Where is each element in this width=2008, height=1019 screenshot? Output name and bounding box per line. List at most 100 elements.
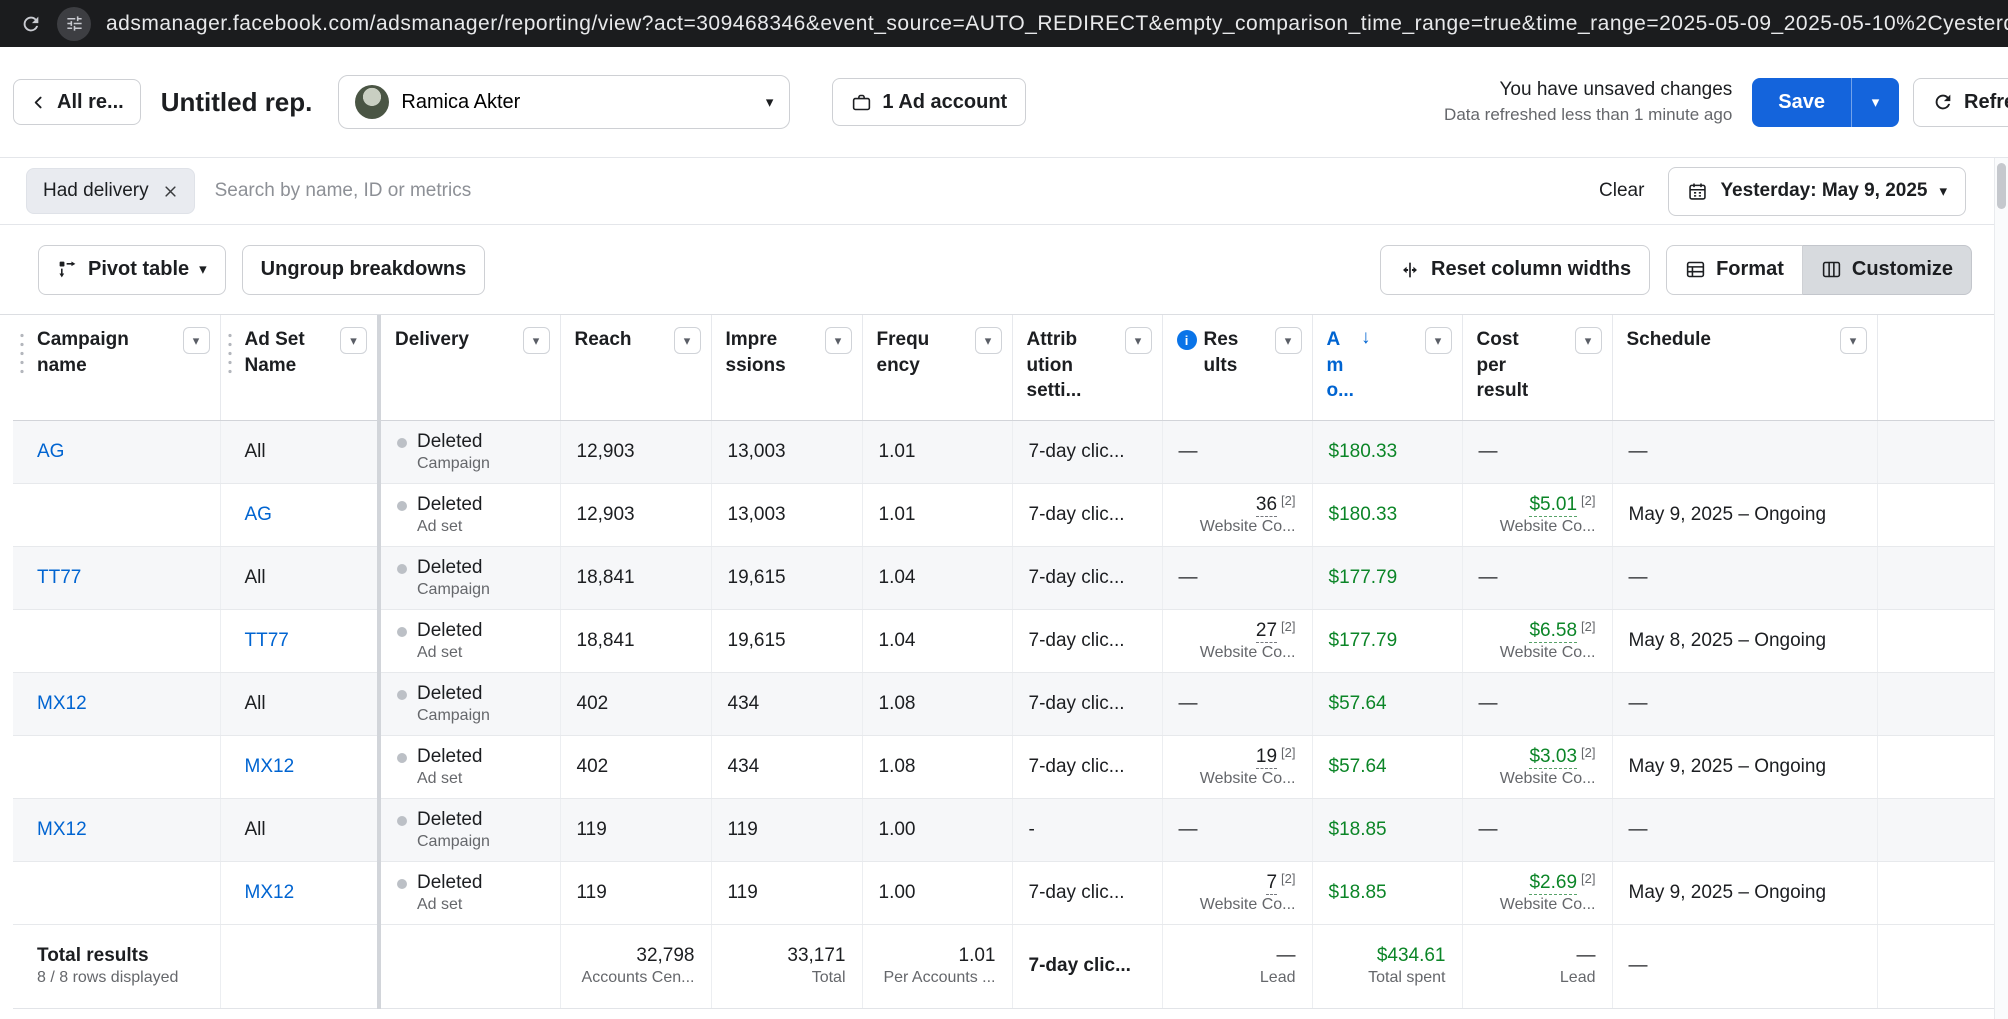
remove-filter-icon[interactable]	[163, 184, 178, 199]
column-header-amount-spent[interactable]: A m o... ↓ ▾	[1312, 315, 1463, 421]
scrollbar-track[interactable]	[1994, 158, 2008, 1019]
adset-name-link[interactable]: All	[244, 440, 266, 462]
total-results-value: —	[1276, 945, 1296, 966]
delivery-status: Deleted	[417, 745, 483, 767]
delivery-level: Ad set	[417, 895, 463, 913]
reset-column-widths-button[interactable]: Reset column widths	[1380, 244, 1651, 295]
campaign-name-cell[interactable]	[13, 735, 221, 799]
column-menu-button[interactable]: ▾	[673, 327, 701, 354]
reload-icon[interactable]	[20, 13, 42, 35]
refresh-button[interactable]: Refresh	[1913, 77, 2008, 127]
column-drag-handle[interactable]	[19, 331, 25, 377]
column-menu-button[interactable]: ▾	[340, 327, 367, 354]
results-type: Website Co...	[1199, 517, 1296, 535]
adset-name-link[interactable]: All	[244, 566, 266, 588]
campaign-name-cell[interactable]: MX12	[13, 798, 221, 862]
adset-name-link[interactable]: AG	[244, 503, 272, 525]
results-footnote: [2]	[1281, 744, 1296, 760]
scrollbar-thumb[interactable]	[1997, 163, 2006, 209]
column-drag-handle[interactable]	[226, 331, 233, 377]
save-button[interactable]: Save	[1752, 77, 1851, 127]
adset-name-cell[interactable]: MX12	[220, 861, 381, 925]
frequency-cell: 1.01	[862, 483, 1013, 547]
pivot-table-button[interactable]: Pivot table ▾	[38, 244, 226, 295]
campaign-name-link[interactable]: AG	[37, 440, 65, 462]
impressions-cell: 434	[711, 672, 863, 736]
frequency-cell: 1.00	[862, 798, 1013, 862]
column-header-results[interactable]: i Res ults ▾	[1162, 315, 1313, 421]
account-selector[interactable]: Ramica Akter ▾	[338, 75, 791, 129]
ad-account-button[interactable]: 1 Ad account	[832, 78, 1027, 126]
adset-name-cell[interactable]: TT77	[220, 609, 381, 673]
save-dropdown-button[interactable]: ▾	[1851, 77, 1899, 127]
cost-type: Website Co...	[1499, 643, 1596, 661]
delivery-level: Ad set	[417, 643, 463, 661]
browser-url-bar: adsmanager.facebook.com/adsmanager/repor…	[0, 0, 2008, 47]
campaign-name-link[interactable]: MX12	[37, 692, 87, 714]
campaign-name-cell[interactable]	[13, 483, 221, 547]
ungroup-breakdowns-button[interactable]: Ungroup breakdowns	[241, 244, 486, 295]
column-header-campaign-name[interactable]: Campaign name ▾	[13, 315, 221, 421]
column-menu-button[interactable]: ▾	[522, 327, 550, 354]
format-label: Format	[1716, 258, 1784, 280]
column-header-reach[interactable]: Reach ▾	[560, 315, 712, 421]
column-menu-button[interactable]: ▾	[1424, 327, 1452, 354]
column-header-adset-name[interactable]: Ad Set Name ▾	[220, 315, 381, 421]
adset-name-cell[interactable]: All	[220, 420, 381, 484]
adset-name-link[interactable]: All	[244, 692, 266, 714]
campaign-name-link[interactable]: MX12	[37, 818, 87, 840]
schedule-cell: May 9, 2025 – Ongoing	[1612, 735, 1878, 799]
filter-bar: Had delivery Clear Yesterday: May 9, 202…	[0, 158, 2008, 225]
column-menu-button[interactable]: ▾	[182, 327, 210, 354]
adset-name-cell[interactable]: MX12	[220, 735, 381, 799]
search-input[interactable]	[214, 180, 1580, 202]
campaign-name-cell[interactable]	[13, 861, 221, 925]
adset-name-link[interactable]: MX12	[244, 881, 295, 903]
adset-name-cell[interactable]: AG	[220, 483, 381, 547]
adset-name-link[interactable]: TT77	[244, 629, 289, 651]
adset-name-cell[interactable]: All	[220, 546, 381, 610]
adset-name-cell[interactable]: All	[220, 798, 381, 862]
column-header-cost-per-result[interactable]: Cost per result ▾	[1462, 315, 1613, 421]
column-label: Delivery	[395, 329, 469, 350]
table-row: MX12 Deleted Ad set 119 119 1.00 7-day c…	[13, 861, 2008, 925]
filter-chip-had-delivery[interactable]: Had delivery	[26, 168, 195, 214]
date-range-button[interactable]: Yesterday: May 9, 2025 ▾	[1668, 166, 1966, 216]
results-value: —	[1178, 566, 1198, 588]
info-icon[interactable]: i	[1176, 330, 1197, 350]
sort-descending-icon[interactable]: ↓	[1360, 327, 1371, 348]
address-url[interactable]: adsmanager.facebook.com/adsmanager/repor…	[106, 11, 2008, 35]
reach-cell: 12,903	[560, 483, 712, 547]
adset-name-link[interactable]: MX12	[244, 755, 295, 777]
adset-name-link[interactable]: All	[244, 818, 266, 840]
adset-name-cell[interactable]: All	[220, 672, 381, 736]
column-menu-button[interactable]: ▾	[1124, 327, 1152, 354]
column-label: Reach	[574, 329, 632, 350]
format-button[interactable]: Format	[1666, 244, 1803, 295]
column-header-impressions[interactable]: Impre ssions ▾	[711, 315, 863, 421]
results-value: —	[1178, 692, 1198, 714]
column-menu-button[interactable]: ▾	[1574, 327, 1602, 354]
schedule-cell: —	[1612, 420, 1878, 484]
campaign-name-cell[interactable]: MX12	[13, 672, 221, 736]
campaign-name-cell[interactable]: AG	[13, 420, 221, 484]
back-button[interactable]: All re...	[13, 79, 141, 125]
cost-value: $3.03	[1529, 745, 1578, 769]
campaign-name-cell[interactable]: TT77	[13, 546, 221, 610]
amount-spent-cell: $177.79	[1312, 609, 1463, 673]
site-info-icon[interactable]	[57, 6, 91, 41]
column-header-delivery[interactable]: Delivery ▾	[379, 315, 561, 421]
column-header-schedule[interactable]: Schedule ▾	[1612, 315, 1878, 421]
customize-button[interactable]: Customize	[1802, 244, 1972, 295]
format-customize-group: Format Customize	[1666, 244, 1972, 295]
column-header-attribution-setting[interactable]: Attrib ution setti... ▾	[1012, 315, 1163, 421]
campaign-name-cell[interactable]	[13, 609, 221, 673]
column-menu-button[interactable]: ▾	[1274, 327, 1302, 354]
campaign-name-link[interactable]: TT77	[37, 566, 82, 588]
column-header-frequency[interactable]: Frequ ency ▾	[862, 315, 1013, 421]
clear-filters-button[interactable]: Clear	[1599, 180, 1645, 201]
cost-type: Website Co...	[1499, 895, 1596, 913]
column-menu-button[interactable]: ▾	[974, 327, 1002, 354]
column-menu-button[interactable]: ▾	[824, 327, 852, 354]
column-menu-button[interactable]: ▾	[1839, 327, 1867, 354]
